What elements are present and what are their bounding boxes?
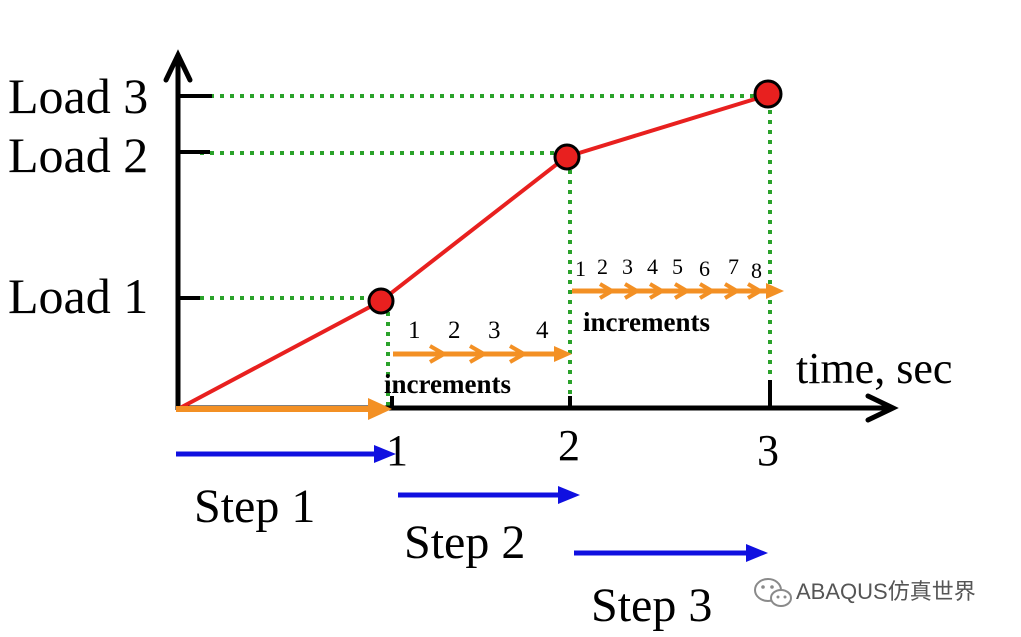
x-axis-label: time, sec [796,344,952,393]
step3-increments-label: increments [583,307,710,337]
step3-increment-arrows [572,282,784,300]
step3-increment-number-8: 8 [751,258,762,283]
step3-increment-number-6: 6 [699,256,710,281]
y-axis-arrow [163,49,193,83]
x-axis-arrow [865,393,899,423]
step2-increment-arrows [393,344,572,364]
step3-label: Step 3 [591,579,712,632]
x-tick-label-2: 2 [558,421,580,470]
step1-increment-arrow [176,398,392,420]
x-tick-label-3: 3 [757,426,779,475]
step2-increments-label: increments [384,369,511,399]
step2-label: Step 2 [404,516,525,569]
step2-arrow [398,486,580,504]
step3-increment-number-1: 1 [575,256,586,281]
watermark: ABAQUS仿真世界 [754,578,976,607]
step2-increment-number-1: 1 [408,317,421,344]
guide-lines [200,94,772,408]
step2-increment-number-2: 2 [448,317,461,344]
load-point-3 [753,79,783,109]
wechat-icon [754,578,792,607]
step3-increment-number-2: 2 [597,254,608,279]
step3-increment-number-4: 4 [647,254,658,279]
step1-label: Step 1 [194,480,315,533]
step3-increment-number-5: 5 [672,254,683,279]
load-point-1 [367,287,395,315]
step2-increment-number-4: 4 [536,317,549,344]
axes [163,49,899,423]
y-ticks [180,94,212,300]
y-label-load1: Load 1 [8,268,148,324]
x-tick-label-1: 1 [386,426,408,475]
load-point-2 [553,143,581,171]
step1-arrow [176,445,396,463]
x-ticks [390,380,772,410]
step3-increment-number-3: 3 [622,254,633,279]
watermark-text: ABAQUS仿真世界 [796,579,976,604]
y-label-load2: Load 2 [8,127,148,183]
load-curve [179,93,769,410]
step3-increment-number-7: 7 [728,254,739,279]
y-label-load3: Load 3 [8,68,148,124]
step3-arrow [574,544,768,562]
step2-increment-number-3: 3 [488,317,501,344]
